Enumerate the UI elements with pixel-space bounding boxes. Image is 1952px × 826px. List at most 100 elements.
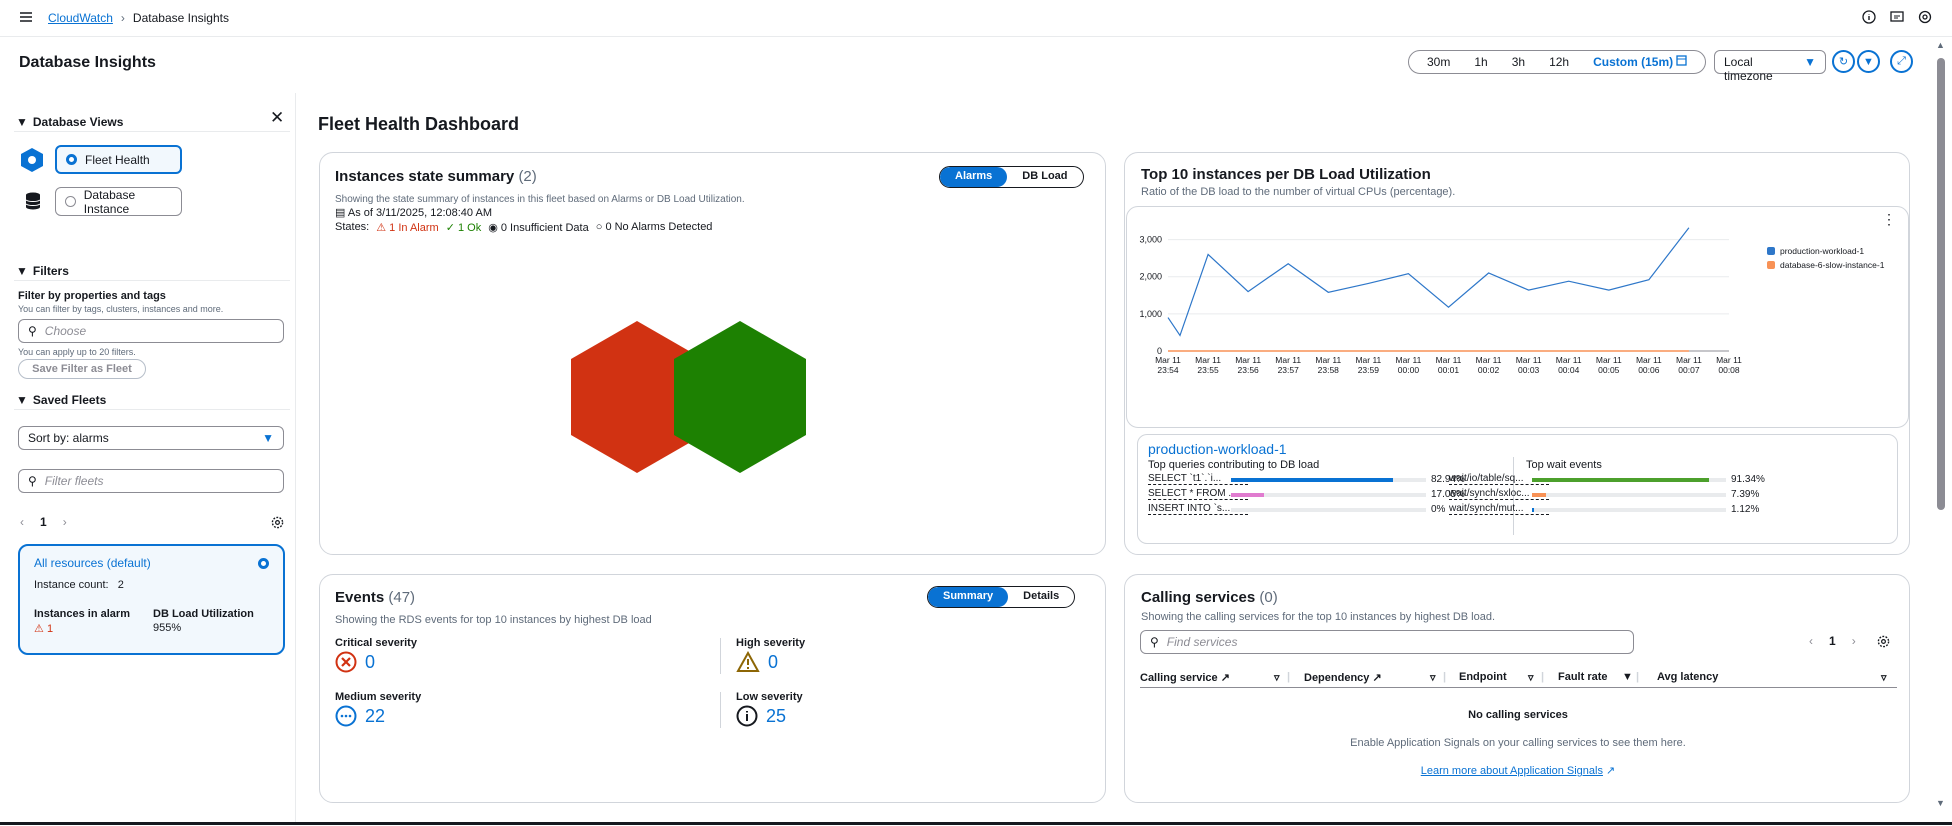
view-fleet-health[interactable]: Fleet Health bbox=[55, 145, 182, 174]
sort-icon[interactable]: ▿ bbox=[1430, 672, 1436, 684]
sort-icon[interactable]: ▿ bbox=[1274, 672, 1280, 684]
time-option-30m[interactable]: 30m bbox=[1427, 55, 1451, 69]
tab-db-load[interactable]: DB Load bbox=[1022, 170, 1068, 182]
col-calling-service[interactable]: Calling service ↗ bbox=[1140, 672, 1230, 684]
filter-label: Filter by properties and tags bbox=[18, 290, 166, 302]
filter-fleets-input[interactable]: ⚲ Filter fleets bbox=[18, 469, 284, 493]
chevron-right-icon[interactable]: › bbox=[62, 515, 67, 529]
y-tick-label: 1,000 bbox=[1139, 309, 1162, 319]
settings-icon[interactable] bbox=[1918, 10, 1932, 24]
view-label: Fleet Health bbox=[85, 152, 150, 167]
query-bar-fill bbox=[1231, 478, 1393, 482]
wait-text[interactable]: wait/synch/sxloc... bbox=[1449, 488, 1549, 500]
col-dependency[interactable]: Dependency ↗ bbox=[1304, 672, 1382, 684]
gear-icon[interactable] bbox=[271, 516, 284, 529]
time-option-12h[interactable]: 12h bbox=[1549, 55, 1570, 69]
sort-select[interactable]: Sort by: alarms ▼ bbox=[18, 426, 284, 450]
page-title: Database Insights bbox=[19, 54, 156, 71]
x-tick-label: 00:05 bbox=[1598, 365, 1620, 375]
series-line-production-workload-1[interactable] bbox=[1167, 227, 1690, 337]
query-text[interactable]: SELECT `t1`.`i... bbox=[1148, 473, 1248, 485]
time-option-3h[interactable]: 3h bbox=[1511, 55, 1526, 69]
refresh-options-button[interactable]: ▼ bbox=[1857, 50, 1880, 73]
x-tick-label: 23:54 bbox=[1157, 365, 1179, 375]
filter-input[interactable]: ⚲ Choose bbox=[18, 319, 284, 343]
x-tick-label: Mar 11 bbox=[1596, 355, 1622, 365]
chevron-left-icon[interactable]: ‹ bbox=[20, 515, 24, 529]
col-avg-latency[interactable]: Avg latency bbox=[1657, 671, 1719, 683]
wait-text[interactable]: wait/io/table/sq... bbox=[1449, 473, 1549, 485]
more-vertical-icon[interactable]: ⋮ bbox=[1882, 211, 1896, 227]
card-title: Top 10 instances per DB Load Utilization bbox=[1141, 166, 1431, 183]
timezone-select[interactable]: Local timezone ▼ bbox=[1714, 50, 1826, 83]
col-endpoint[interactable]: Endpoint bbox=[1459, 671, 1507, 683]
chevron-left-icon[interactable]: ‹ bbox=[1809, 634, 1813, 648]
instance-count-label: Instance count: bbox=[34, 579, 109, 591]
info-icon[interactable] bbox=[1862, 10, 1876, 24]
x-tick-label: Mar 11 bbox=[1155, 355, 1181, 365]
card-title: Events (47) bbox=[335, 589, 416, 606]
chevron-right-icon[interactable]: › bbox=[1851, 634, 1856, 648]
database-views-header[interactable]: ▼ Database Views bbox=[16, 115, 123, 129]
save-filter-button[interactable]: Save Filter as Fleet bbox=[18, 359, 146, 379]
filters-header[interactable]: ▼ Filters bbox=[16, 264, 69, 278]
gear-icon[interactable] bbox=[1877, 635, 1890, 648]
tab-summary[interactable]: Summary bbox=[928, 587, 1009, 607]
instance-detail-panel: production-workload-1 Top queries contri… bbox=[1137, 434, 1898, 544]
section-title: Filters bbox=[32, 264, 69, 278]
scroll-up-icon[interactable]: ▲ bbox=[1936, 40, 1945, 50]
wait-text[interactable]: wait/synch/mut... bbox=[1449, 503, 1549, 515]
calendar-icon: ▤ bbox=[335, 207, 346, 219]
fleet-name[interactable]: All resources (default) bbox=[34, 556, 151, 570]
wait-bar-fill bbox=[1532, 508, 1535, 512]
scrollbar-thumb[interactable] bbox=[1937, 58, 1945, 510]
feedback-icon[interactable] bbox=[1890, 10, 1904, 24]
wait-bar bbox=[1532, 493, 1726, 497]
scroll-down-icon[interactable]: ▼ bbox=[1936, 798, 1945, 808]
x-tick-label: Mar 11 bbox=[1556, 355, 1582, 365]
breadcrumb-current: Database Insights bbox=[132, 11, 229, 25]
menu-icon[interactable] bbox=[19, 10, 33, 24]
x-tick-label: Mar 11 bbox=[1275, 355, 1301, 365]
wait-bar-fill bbox=[1532, 493, 1547, 497]
low-count[interactable]: 25 bbox=[736, 705, 786, 727]
saved-fleets-header[interactable]: ▼ Saved Fleets bbox=[16, 393, 106, 407]
query-bar bbox=[1231, 493, 1426, 497]
time-option-1h[interactable]: 1h bbox=[1474, 55, 1488, 69]
query-text[interactable]: SELECT * FROM ... bbox=[1148, 488, 1248, 500]
state-in-alarm: ⚠ 1 In Alarm bbox=[376, 222, 439, 234]
fullscreen-button[interactable]: ⤢ bbox=[1890, 50, 1913, 73]
query-text[interactable]: INSERT INTO `s... bbox=[1148, 503, 1248, 515]
page-number[interactable]: 1 bbox=[40, 515, 47, 529]
fleet-radio[interactable] bbox=[258, 558, 269, 569]
refresh-button[interactable]: ↻ bbox=[1832, 50, 1855, 73]
col-fault-rate[interactable]: Fault rate bbox=[1558, 671, 1608, 683]
state-ok: ✓ 1 Ok bbox=[445, 222, 482, 234]
critical-count[interactable]: 0 bbox=[335, 651, 375, 673]
legend-label[interactable]: production-workload-1 bbox=[1780, 246, 1864, 256]
instance-link[interactable]: production-workload-1 bbox=[1148, 441, 1287, 457]
tab-alarms[interactable]: Alarms bbox=[940, 167, 1008, 187]
legend-swatch bbox=[1767, 261, 1775, 269]
learn-more-link[interactable]: Learn more about Application Signals bbox=[1420, 765, 1603, 777]
fleet-card-all-resources[interactable]: All resources (default) Instance count: … bbox=[18, 544, 285, 655]
breadcrumb-cloudwatch-link[interactable]: CloudWatch bbox=[48, 11, 113, 25]
high-count[interactable]: 0 bbox=[736, 651, 778, 673]
hexagon-alarm[interactable] bbox=[571, 321, 703, 473]
tab-details[interactable]: Details bbox=[1023, 590, 1060, 602]
find-services-input[interactable]: ⚲ Find services bbox=[1140, 630, 1634, 654]
time-option-custom[interactable]: Custom (15m) bbox=[1581, 55, 1699, 69]
hexagon-ok[interactable] bbox=[674, 321, 806, 473]
close-icon[interactable]: ✕ bbox=[270, 108, 285, 127]
page-scrollbar[interactable]: ▲ ▼ bbox=[1934, 40, 1946, 810]
sort-icon[interactable]: ▿ bbox=[1881, 672, 1887, 684]
medium-count[interactable]: 22 bbox=[335, 705, 385, 727]
view-database-instance[interactable]: Database Instance bbox=[55, 187, 182, 216]
chart-container: ⋮ 0 1,000 2,000 3,000 Mar 11 23:54 Mar 11 23:55… bbox=[1126, 206, 1909, 428]
x-tick-label: Mar 11 bbox=[1195, 355, 1221, 365]
sort-icon[interactable]: ▿ bbox=[1528, 672, 1534, 684]
legend-label[interactable]: database-6-slow-instance-1 bbox=[1780, 260, 1885, 270]
page-number[interactable]: 1 bbox=[1829, 634, 1836, 648]
sort-desc-icon[interactable]: ▼ bbox=[1622, 671, 1633, 683]
query-bar-fill bbox=[1231, 493, 1265, 497]
